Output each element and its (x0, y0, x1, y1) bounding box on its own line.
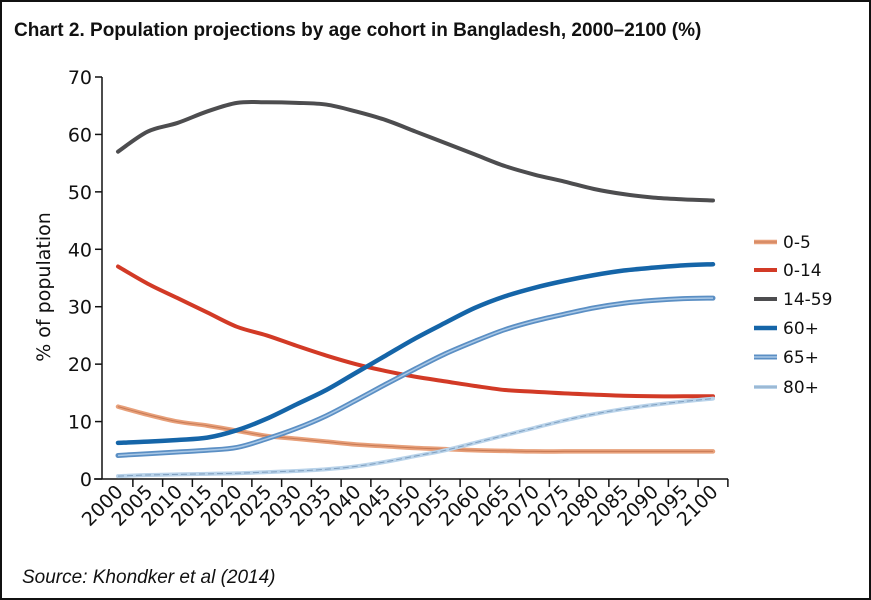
series-line-14-59 (116, 99, 715, 203)
legend-item-80+: 80+ (754, 378, 819, 398)
y-axis-label: % of population (33, 212, 55, 362)
chart-source: Source: Khondker et al (2014) (22, 567, 276, 588)
legend-item-65+: 65+ (754, 348, 819, 368)
y-tick-label: 0 (80, 469, 92, 491)
y-tick-label: 30 (68, 297, 92, 319)
legend-item-14-59: 14-59 (754, 290, 832, 310)
y-tick-label: 60 (68, 124, 92, 146)
legend-item-0-5: 0-5 (754, 233, 811, 253)
y-tick-label: 20 (68, 354, 92, 376)
series-0-5 (115, 404, 716, 454)
series-14-59 (116, 99, 715, 203)
legend-label: 0-14 (783, 261, 822, 281)
series-60+ (115, 261, 716, 446)
y-tick-label: 40 (68, 239, 92, 261)
series-80+ (116, 396, 715, 479)
series-line-inner-0-5 (117, 406, 713, 452)
legend-item-60+: 60+ (754, 319, 819, 339)
series-65+ (115, 295, 716, 458)
y-tick-label: 10 (68, 412, 92, 434)
legend-label: 65+ (783, 348, 819, 368)
y-tick-label: 50 (68, 182, 92, 204)
series-line-0-5 (115, 404, 716, 454)
legend-label: 14-59 (783, 290, 832, 310)
y-tick-label: 70 (68, 67, 92, 89)
legend-item-0-14: 0-14 (754, 261, 822, 281)
chart-title: Chart 2. Population projections by age c… (14, 20, 702, 41)
series-line-60+ (115, 261, 716, 446)
series-0-14 (116, 264, 715, 399)
legend-label: 80+ (783, 378, 819, 398)
legend-label: 60+ (783, 319, 819, 339)
legend-label: 0-5 (783, 233, 811, 253)
